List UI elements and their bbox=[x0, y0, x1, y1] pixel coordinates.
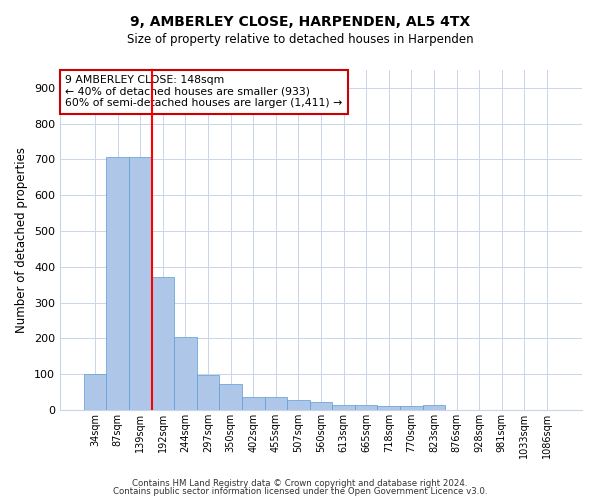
Bar bbox=[377, 406, 400, 410]
Bar bbox=[129, 157, 152, 410]
Bar bbox=[400, 406, 422, 410]
Text: Contains HM Land Registry data © Crown copyright and database right 2024.: Contains HM Land Registry data © Crown c… bbox=[132, 478, 468, 488]
Bar bbox=[287, 400, 310, 410]
Text: 9, AMBERLEY CLOSE, HARPENDEN, AL5 4TX: 9, AMBERLEY CLOSE, HARPENDEN, AL5 4TX bbox=[130, 15, 470, 29]
Bar bbox=[106, 157, 129, 410]
Y-axis label: Number of detached properties: Number of detached properties bbox=[16, 147, 28, 333]
Bar bbox=[332, 406, 355, 410]
Bar bbox=[84, 374, 106, 410]
Bar bbox=[422, 406, 445, 410]
Bar bbox=[220, 384, 242, 410]
Bar bbox=[265, 398, 287, 410]
Text: 9 AMBERLEY CLOSE: 148sqm
← 40% of detached houses are smaller (933)
60% of semi-: 9 AMBERLEY CLOSE: 148sqm ← 40% of detach… bbox=[65, 75, 343, 108]
Bar bbox=[174, 336, 197, 410]
Bar bbox=[355, 406, 377, 410]
Text: Contains public sector information licensed under the Open Government Licence v3: Contains public sector information licen… bbox=[113, 487, 487, 496]
Bar bbox=[310, 402, 332, 410]
Bar bbox=[197, 375, 220, 410]
Bar bbox=[242, 398, 265, 410]
Bar bbox=[152, 276, 174, 410]
Text: Size of property relative to detached houses in Harpenden: Size of property relative to detached ho… bbox=[127, 32, 473, 46]
